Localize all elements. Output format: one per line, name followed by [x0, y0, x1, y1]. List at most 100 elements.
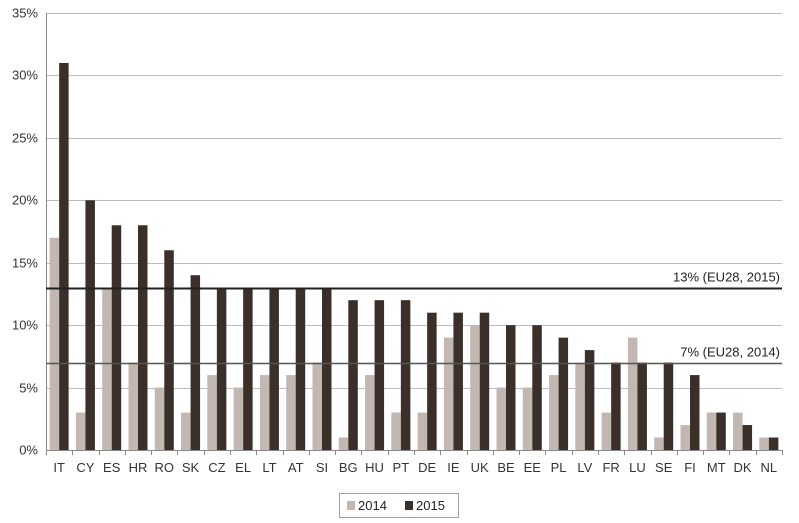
legend-label: 2015 — [416, 498, 445, 513]
bar-EE-2015 — [532, 325, 542, 450]
bars — [49, 62, 779, 450]
reference-line-label: 7% (EU28, 2014) — [680, 345, 780, 360]
bar-BG-2015 — [348, 300, 358, 450]
y-tick-label: 30% — [12, 68, 38, 83]
bar-BE-2015 — [506, 325, 516, 450]
x-tick-label: AT — [288, 460, 304, 475]
bar-LV-2014 — [575, 362, 585, 450]
bar-HU-2014 — [365, 375, 375, 450]
x-tick-label: EE — [524, 460, 542, 475]
x-tick-label: SK — [182, 460, 200, 475]
bar-CZ-2014 — [207, 375, 217, 450]
x-tick-label: ES — [103, 460, 121, 475]
y-tick-label: 35% — [12, 6, 38, 21]
bar-SE-2014 — [654, 437, 664, 450]
x-tick-label: CY — [76, 460, 94, 475]
x-tick-label: FR — [602, 460, 619, 475]
x-tick-label: NL — [761, 460, 778, 475]
bar-FR-2014 — [601, 412, 612, 450]
bar-SK-2014 — [181, 412, 191, 450]
bar-IT-2015 — [59, 62, 69, 450]
legend: 2014 2015 — [339, 493, 459, 518]
y-axis-tick-labels: 0% 5% 10% 15% 20% 25% 30% 35% — [12, 6, 38, 458]
x-tick-label: HU — [365, 460, 384, 475]
x-tick-label: SE — [655, 460, 673, 475]
bar-BE-2014 — [496, 387, 506, 450]
bar-HR-2014 — [128, 362, 138, 450]
bar-SI-2014 — [312, 362, 322, 450]
bar-CZ-2015 — [216, 287, 227, 450]
x-tick-label: BG — [339, 460, 358, 475]
reference-line-label: 13% (EU28, 2015) — [673, 270, 780, 285]
bar-DE-2014 — [417, 412, 428, 450]
bar-PL-2015 — [558, 337, 569, 450]
x-tick-label: RO — [155, 460, 175, 475]
x-tick-label: MT — [707, 460, 726, 475]
legend-label: 2014 — [358, 498, 387, 513]
bar-PT-2015 — [400, 300, 411, 450]
x-tick-label: PT — [393, 460, 410, 475]
legend-box — [339, 493, 459, 518]
bar-MT-2014 — [706, 412, 717, 450]
y-tick-label: 25% — [12, 131, 38, 146]
x-tick-label: FI — [684, 460, 696, 475]
bar-LT-2015 — [269, 287, 279, 450]
x-tick-label: BE — [497, 460, 515, 475]
bar-ES-2015 — [111, 225, 122, 450]
x-tick-label: LU — [629, 460, 646, 475]
bar-NL-2015 — [768, 437, 779, 450]
x-tick-label: UK — [471, 460, 489, 475]
gridlines — [46, 13, 782, 389]
bar-HU-2015 — [374, 300, 385, 450]
x-tick-label: IT — [53, 460, 65, 475]
bar-FI-2015 — [690, 375, 700, 450]
x-tick-label: HR — [129, 460, 148, 475]
x-tick-label: DK — [734, 460, 752, 475]
y-tick-label: 15% — [12, 256, 38, 271]
y-tick-label: 20% — [12, 193, 38, 208]
bar-PT-2014 — [391, 412, 401, 450]
bar-MT-2015 — [716, 412, 726, 450]
bar-CY-2014 — [75, 412, 86, 450]
bar-IT-2014 — [49, 237, 60, 450]
y-tick-label: 5% — [19, 381, 38, 396]
bar-RO-2014 — [154, 387, 165, 450]
y-tick-label: 10% — [12, 318, 38, 333]
legend-swatch-2015 — [405, 501, 413, 510]
bar-RO-2015 — [164, 250, 174, 450]
x-tick-label: DE — [418, 460, 436, 475]
bar-AT-2014 — [286, 375, 296, 450]
bar-SI-2015 — [322, 287, 332, 450]
x-tick-label: CZ — [208, 460, 225, 475]
bar-AT-2015 — [295, 287, 306, 450]
bar-NL-2014 — [759, 437, 769, 450]
x-tick-label: IE — [447, 460, 460, 475]
x-tick-label: LV — [577, 460, 592, 475]
bar-PL-2014 — [549, 375, 559, 450]
legend-swatch-2014 — [347, 501, 355, 510]
reference-lines: 13% (EU28, 2015) 7% (EU28, 2014) — [46, 270, 782, 365]
x-tick-label: PL — [551, 460, 567, 475]
bar-CY-2015 — [85, 200, 95, 450]
bar-DE-2015 — [427, 312, 437, 450]
bar-LT-2014 — [259, 375, 270, 450]
bar-LV-2015 — [584, 350, 595, 450]
bar-DK-2014 — [733, 412, 743, 450]
bar-SE-2015 — [663, 362, 674, 450]
bar-IE-2015 — [453, 312, 463, 450]
bar-LU-2014 — [627, 337, 638, 450]
bar-LU-2015 — [637, 362, 647, 450]
bar-HR-2015 — [138, 225, 148, 450]
bar-DK-2015 — [742, 425, 753, 450]
bar-EE-2014 — [522, 387, 533, 450]
bar-EL-2014 — [233, 387, 244, 450]
bar-UK-2014 — [470, 325, 480, 450]
x-tick-label: EL — [235, 460, 251, 475]
bar-UK-2015 — [479, 312, 490, 450]
x-tick-label: SI — [316, 460, 328, 475]
bar-FI-2014 — [680, 425, 690, 450]
bar-BG-2014 — [338, 437, 349, 450]
bar-ES-2014 — [102, 287, 112, 450]
bar-FR-2015 — [611, 362, 621, 450]
